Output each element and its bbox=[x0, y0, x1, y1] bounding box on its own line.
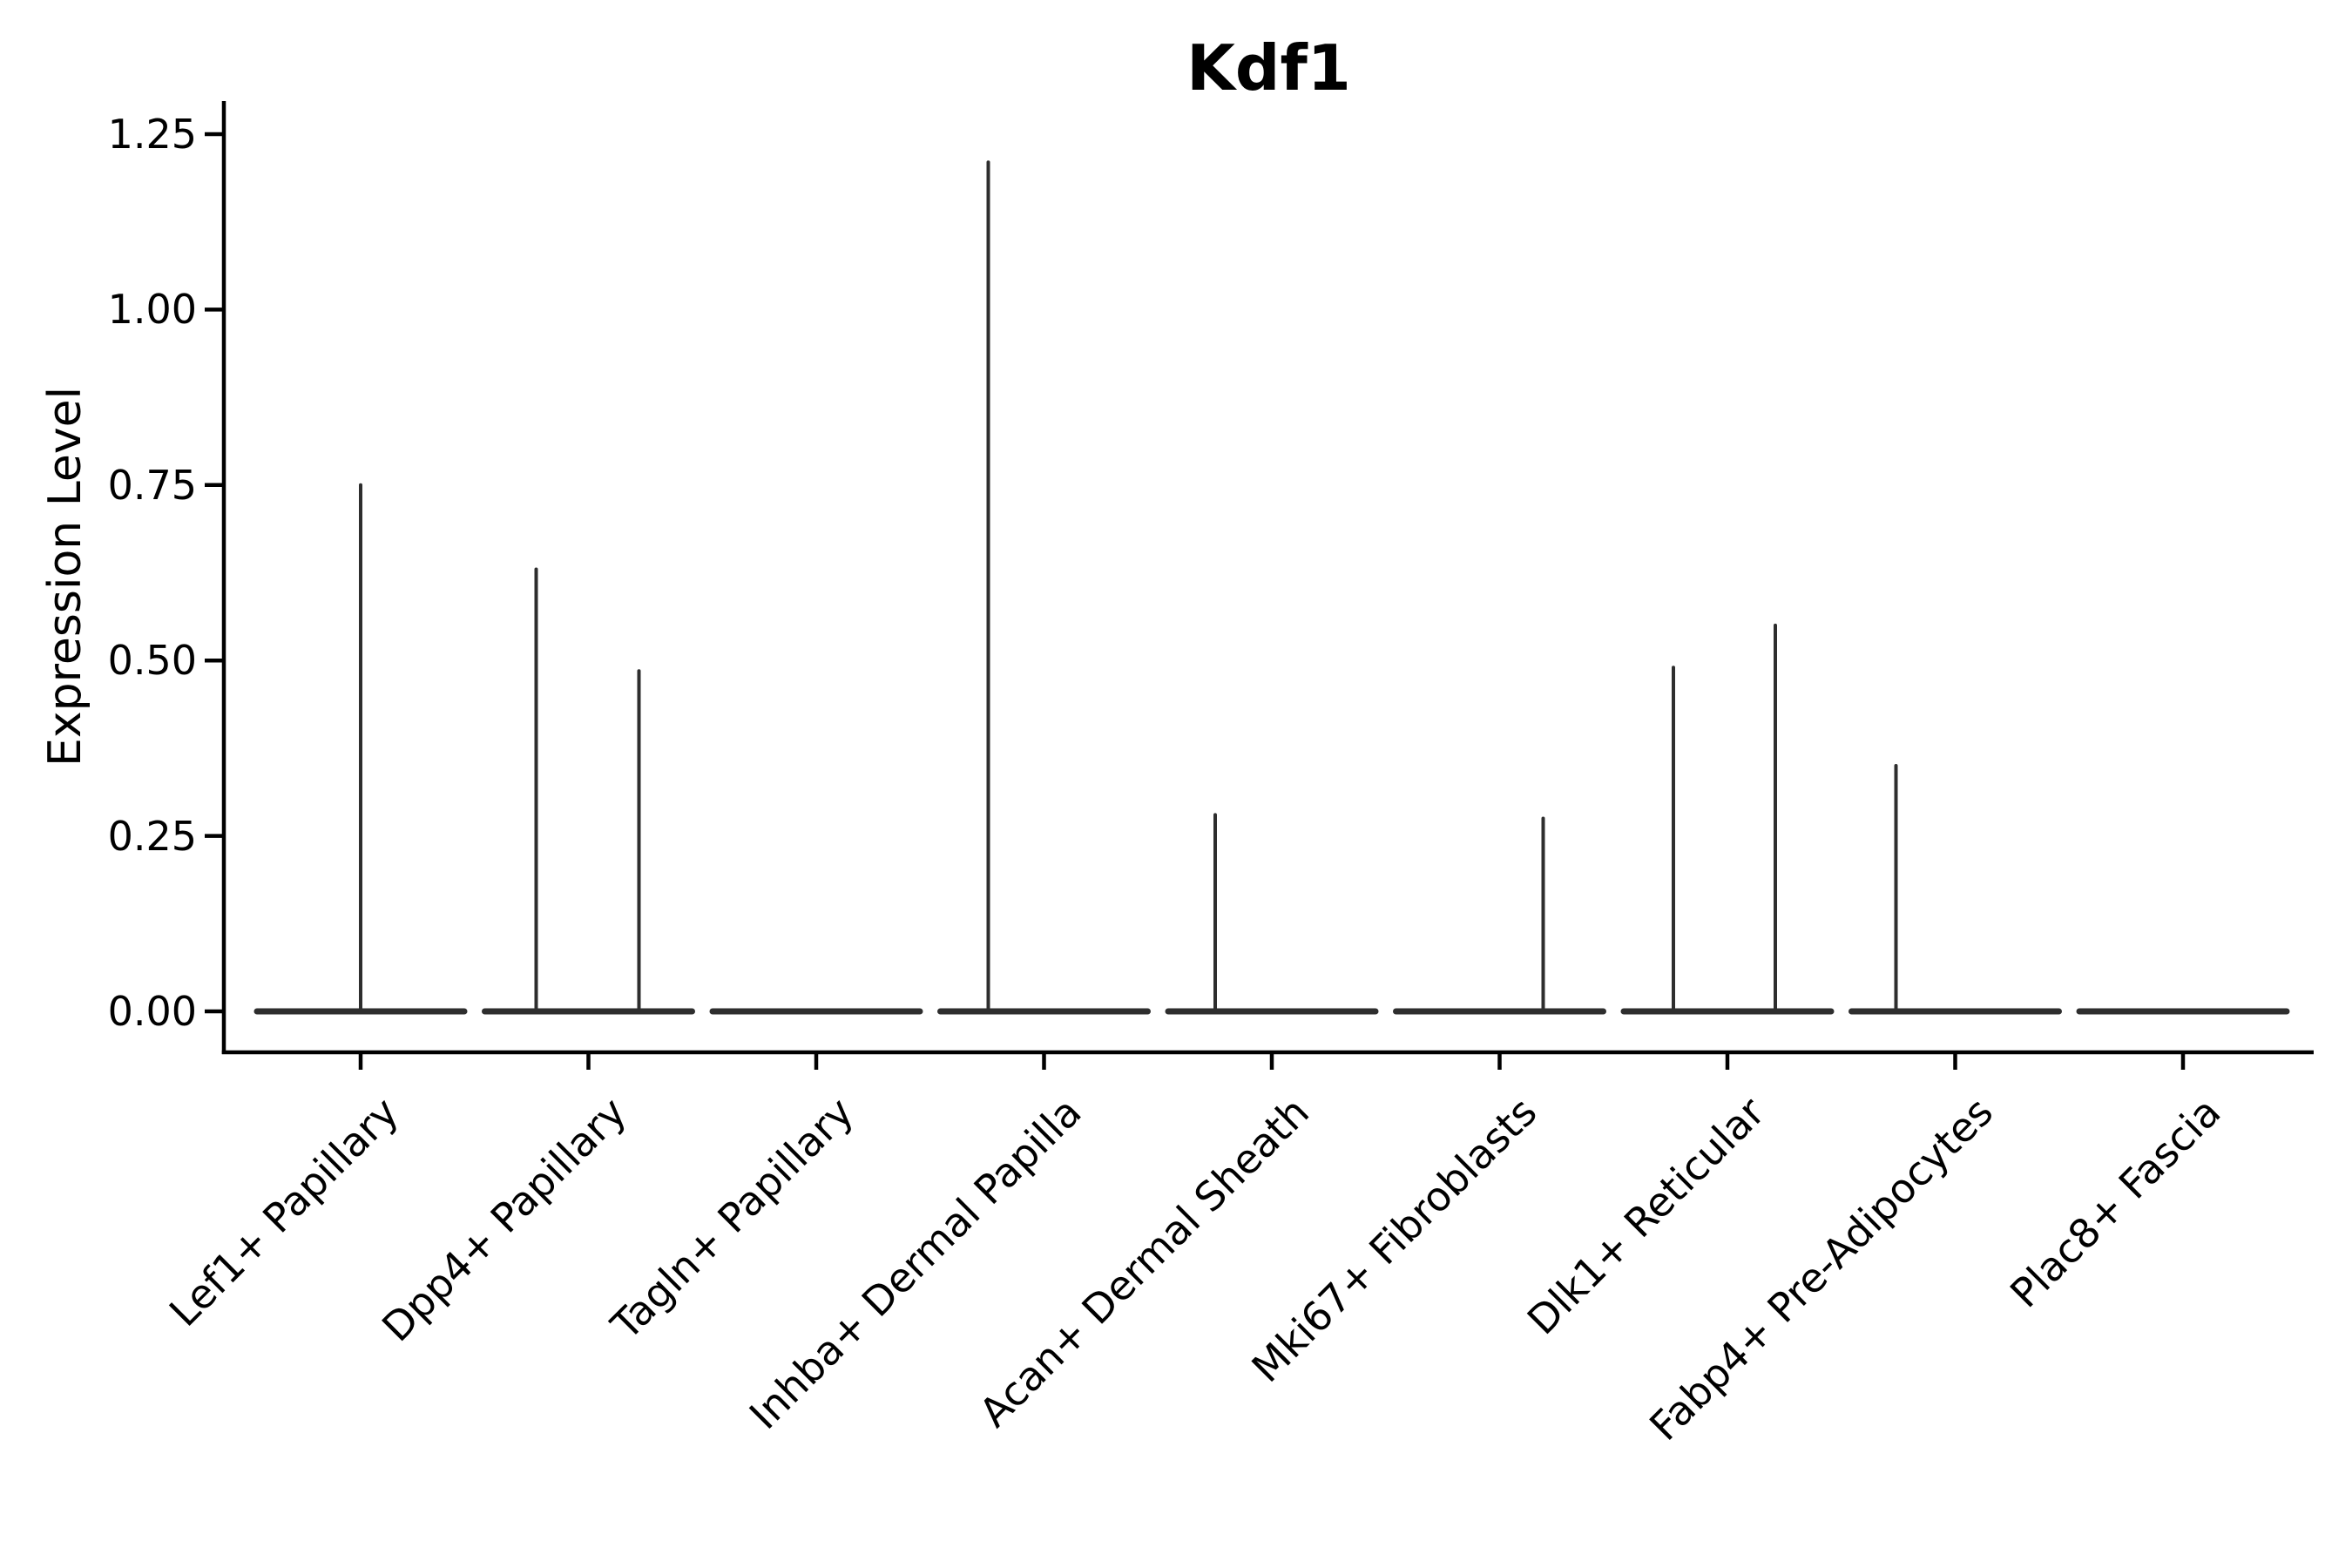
y-tick-label: 0.75 bbox=[107, 461, 197, 509]
y-tick-label: 1.00 bbox=[107, 286, 197, 334]
y-tick-label: 0.25 bbox=[107, 812, 197, 860]
plot-title: Kdf1 bbox=[1186, 31, 1351, 105]
y-tick-label: 0.50 bbox=[107, 637, 197, 685]
y-tick-label: 0.00 bbox=[107, 988, 197, 1035]
y-tick-label: 1.25 bbox=[107, 111, 197, 158]
y-axis-label: Expression Level bbox=[39, 386, 91, 767]
